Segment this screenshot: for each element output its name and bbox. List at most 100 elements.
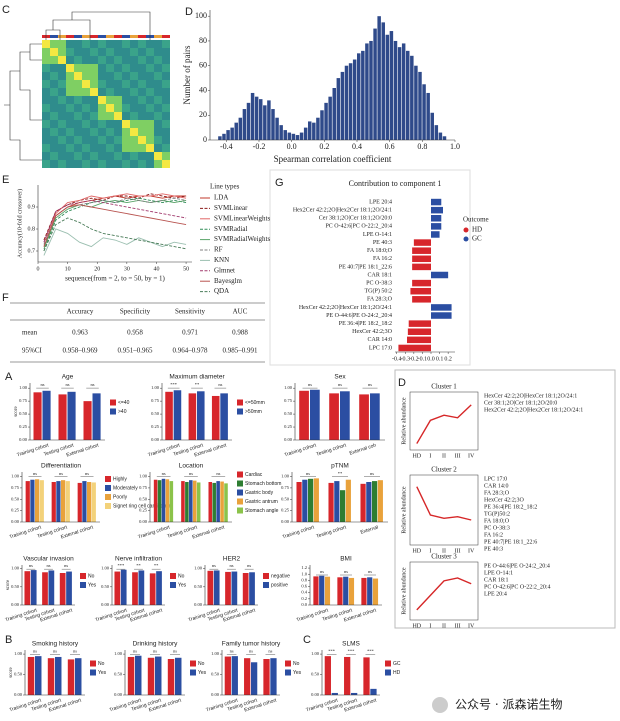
chart-title: Contribution to component 1 <box>349 179 442 188</box>
x-tick-label: 0.0 <box>287 142 297 151</box>
y-tick-label: 1.00 <box>11 566 20 571</box>
bar <box>135 655 142 695</box>
histogram-bar <box>242 109 247 140</box>
heatmap-cell <box>74 112 82 120</box>
histogram-bar <box>312 122 316 140</box>
bar <box>313 576 319 605</box>
x-tick-label: III <box>455 453 461 459</box>
x-tick-label: 10 <box>65 266 71 272</box>
legend-label: SVMRadialWeights <box>214 235 270 243</box>
heatmap-cell <box>66 40 74 48</box>
x-tick-label: 0 <box>37 266 40 272</box>
heatmap-cell <box>98 64 106 72</box>
heatmap-cell <box>130 160 138 168</box>
heatmap-cell <box>114 120 122 128</box>
heatmap-cell <box>138 160 146 168</box>
plot-frame <box>409 391 479 451</box>
heatmap-cell <box>98 104 106 112</box>
bar <box>24 571 31 605</box>
histogram-bar <box>283 130 287 140</box>
y-tick-label: CAR 18:1 <box>367 272 392 278</box>
legend-label: HD <box>472 226 482 234</box>
heatmap-cell <box>154 56 162 64</box>
bar <box>114 571 121 605</box>
significance-label: *** <box>348 648 356 653</box>
heatmap-cell <box>130 104 138 112</box>
heatmap-cell <box>90 136 98 144</box>
bar <box>189 480 193 522</box>
bar <box>408 320 431 327</box>
heatmap-cell <box>66 136 74 144</box>
heatmap-cell <box>82 48 90 56</box>
heatmap-cell <box>162 88 170 96</box>
histogram-bar <box>218 136 222 140</box>
heatmap-tag <box>74 35 82 38</box>
cluster-member: FA 28:3;O <box>484 490 510 496</box>
heatmap-cell <box>146 96 154 104</box>
heatmap-cell <box>82 112 90 120</box>
bar <box>48 570 55 605</box>
y-tick-label: 1.2 <box>301 565 307 570</box>
x-tick-label: I <box>429 453 431 459</box>
chart-title: Sex <box>334 374 346 381</box>
bar <box>55 656 62 695</box>
heatmap-cell <box>82 56 90 64</box>
heatmap-cell <box>146 80 154 88</box>
series-line <box>416 577 472 611</box>
x-tick-label: II <box>442 548 446 554</box>
heatmap-cell <box>74 64 82 72</box>
histogram-bar <box>336 78 341 140</box>
y-tick-label: 60 <box>199 61 207 70</box>
bar <box>61 480 66 522</box>
histogram-bar <box>418 71 422 140</box>
y-tick-label: FA 18:0;O <box>367 248 393 254</box>
panel-label: D <box>398 377 406 389</box>
heatmap-cell <box>154 112 162 120</box>
significance-label: ns <box>247 563 251 568</box>
x-tick-label: IV <box>468 548 475 554</box>
heatmap-cell <box>90 104 98 112</box>
heatmap-cell <box>82 128 90 136</box>
heatmap-cell <box>122 80 130 88</box>
heatmap-cell <box>130 152 138 160</box>
legend-swatch <box>237 399 243 406</box>
legend-label: Bayesglm <box>214 277 243 285</box>
bar <box>244 658 251 695</box>
cluster-member: Cer 38:1;2O|Cer 18:1;2O/20:0 <box>484 400 557 406</box>
heatmap-cell <box>74 40 82 48</box>
bar <box>308 478 314 522</box>
chart-title: Cluster 3 <box>431 553 457 561</box>
legend-label: <=50mm <box>245 400 265 406</box>
heatmap-cell <box>74 104 82 112</box>
y-axis-label: score <box>6 579 11 590</box>
x-tick-label: III <box>455 548 461 554</box>
bar <box>167 659 175 695</box>
bar <box>224 656 231 695</box>
legend-label: Yes <box>98 670 107 676</box>
bar <box>337 577 343 605</box>
significance-label: ns <box>153 648 157 653</box>
heatmap-cell <box>98 112 106 120</box>
histogram-bar <box>303 127 308 140</box>
heatmap-cell <box>122 120 130 128</box>
bar <box>165 391 173 440</box>
bar <box>398 344 431 352</box>
panel-label: C <box>303 634 311 646</box>
heatmap-cell <box>42 120 50 128</box>
heatmap-cell <box>58 104 66 112</box>
legend-swatch <box>80 573 86 579</box>
x-tick-label: -0.2 <box>409 356 419 362</box>
y-tick-label: PE 36:4|PE 18:2_18:2 <box>339 321 392 327</box>
bar <box>231 656 238 695</box>
heatmap-cell <box>106 136 114 144</box>
heatmap-cell <box>66 56 74 64</box>
y-tick-label: 0.6 <box>301 584 307 589</box>
heatmap-cell <box>66 104 74 112</box>
bar <box>270 658 277 695</box>
x-tick-label: I <box>429 623 431 629</box>
heatmap-tag <box>82 35 90 38</box>
y-tick-label: 40 <box>199 85 207 94</box>
legend-swatch <box>263 573 269 579</box>
heatmap-cell <box>98 160 106 168</box>
x-tick-label: 0.2 <box>444 356 452 362</box>
